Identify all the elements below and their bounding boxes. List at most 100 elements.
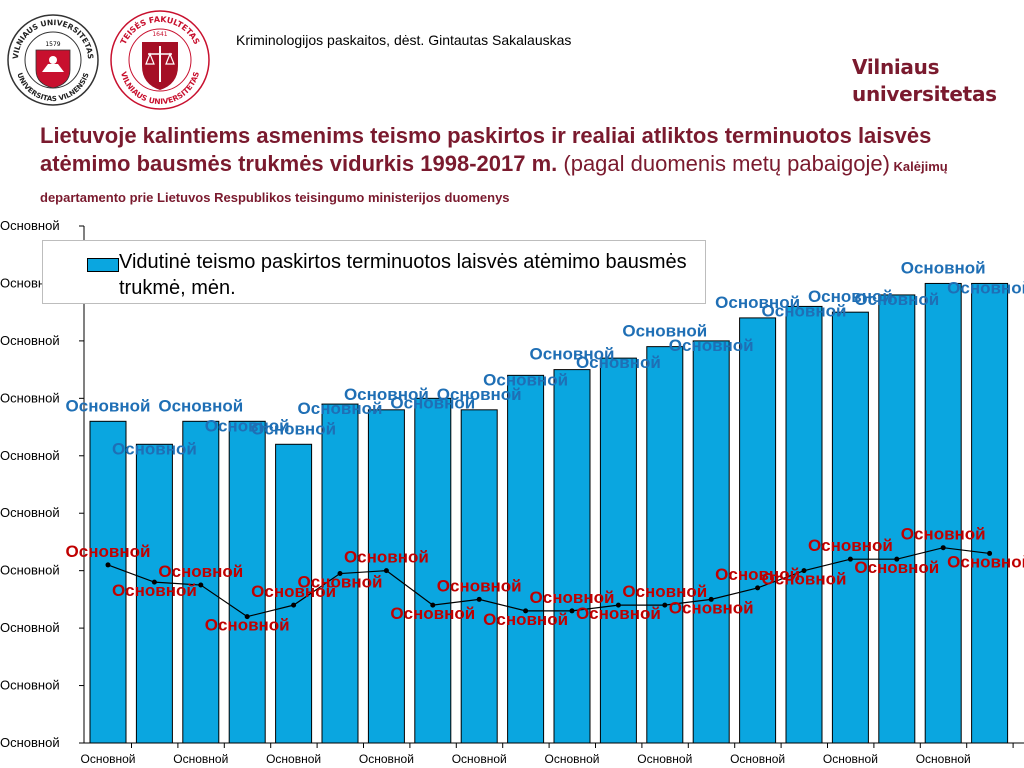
bar: [507, 374, 545, 744]
line-point: [151, 579, 157, 585]
bar-data-label: Основной: [530, 345, 615, 364]
combo-chart: ОсновнойОсновнойОсновнойОсновнойОсновной…: [0, 218, 1024, 766]
y-tick-label: Основной: [0, 448, 60, 463]
line-data-label: Основной: [158, 562, 243, 581]
legend-swatch-bar: [87, 258, 119, 272]
y-tick-label: Основной: [0, 735, 60, 750]
line-data-label: Основной: [483, 610, 568, 629]
bar-data-label: Основной: [669, 336, 754, 355]
line-data-label: Основной: [251, 582, 336, 601]
line-point: [755, 585, 761, 591]
bar-data-label: Основной: [762, 301, 847, 320]
line-point: [337, 571, 343, 577]
x-tick-label: Основной: [730, 752, 785, 766]
line-point: [894, 556, 900, 562]
line-point: [244, 614, 250, 620]
line-point: [801, 568, 807, 574]
bar: [646, 346, 684, 744]
bar: [182, 420, 220, 744]
bar: [739, 317, 777, 744]
x-tick-label: Основной: [266, 752, 321, 766]
line-data-label: Основной: [298, 573, 383, 592]
y-tick-label: Основной: [0, 505, 60, 520]
title-normal-part: (pagal duomenis metų pabaigoje): [557, 151, 890, 176]
bar: [924, 282, 962, 744]
line-point: [523, 608, 529, 614]
line-data-label: Основной: [947, 552, 1024, 571]
bar-data-label: Основной: [251, 419, 336, 438]
line-point: [383, 568, 389, 574]
line-point: [847, 556, 853, 562]
line-data-label: Основной: [530, 588, 615, 607]
line-data-label: Основной: [854, 558, 939, 577]
line-data-label: Основной: [344, 548, 429, 567]
bar: [135, 443, 173, 744]
title-bold-part: Lietuvoje kalintiems asmenims teismo pas…: [40, 123, 932, 176]
line-point: [430, 602, 436, 608]
bar-data-label: Основной: [483, 370, 568, 389]
line-data-label: Основной: [437, 576, 522, 595]
line-data-label: Основной: [901, 525, 986, 544]
bar-data-label: Основной: [344, 385, 429, 404]
vilnius-university-seal-logo: VILNIAUS UNIVERSITETAS UNIVERSITAS VILNE…: [7, 14, 99, 106]
bar: [367, 409, 405, 744]
bar: [878, 294, 916, 744]
bar: [275, 443, 313, 744]
line-point: [662, 602, 668, 608]
bar-data-label: Основной: [437, 385, 522, 404]
y-tick-label: Основной: [0, 620, 60, 635]
x-tick-label: Основной: [823, 752, 878, 766]
x-tick-label: Основной: [359, 752, 414, 766]
bar-data-label: Основной: [854, 290, 939, 309]
line-point: [291, 602, 297, 608]
bar-data-label: Основной: [808, 287, 893, 306]
line-point: [476, 596, 482, 602]
title-source: Kalėjimų departamento prie Lietuvos Resp…: [40, 159, 948, 205]
bar: [414, 397, 452, 744]
bar-data-label: Основной: [66, 396, 151, 415]
bar-data-label: Основной: [112, 439, 197, 458]
line-data-label: Основной: [112, 581, 197, 600]
x-tick-label: Основной: [452, 752, 507, 766]
bar: [553, 369, 591, 744]
vu-year: 1579: [45, 41, 60, 48]
y-tick-label: Основной: [0, 333, 60, 348]
y-tick-label: Основной: [0, 563, 60, 578]
legend-label: Vidutinė teismo paskirtos terminuotos la…: [119, 251, 687, 299]
slide-title: Lietuvoje kalintiems asmenims teismo pas…: [40, 122, 1020, 212]
y-tick-label: Основной: [0, 218, 60, 233]
bar: [460, 409, 498, 744]
line-point: [105, 562, 111, 568]
bar-data-label: Основной: [576, 353, 661, 372]
line-data-label: Основной: [762, 570, 847, 589]
line-point: [940, 545, 946, 551]
law-faculty-seal-logo: TEISĖS FAKULTETAS VILNIAUS UNIVERSITETAS…: [110, 10, 210, 110]
line-data-label: Основной: [205, 616, 290, 635]
bar: [89, 420, 127, 744]
bar-data-label: Основной: [901, 258, 986, 277]
x-tick-label: Основной: [916, 752, 971, 766]
line-data-label: Основной: [622, 582, 707, 601]
x-tick-label: Основной: [80, 752, 135, 766]
bar: [692, 340, 730, 744]
line-data-label: Основной: [66, 542, 151, 561]
line-data-label: Основной: [576, 604, 661, 623]
x-tick-label: Основной: [544, 752, 599, 766]
bar-data-label: Основной: [205, 416, 290, 435]
y-tick-label: Основной: [0, 678, 60, 693]
bar-data-label: Основной: [158, 396, 243, 415]
brand-line-1: Vilniaus: [852, 55, 940, 79]
bar-data-label: Основной: [298, 399, 383, 418]
brand-line-2: universitetas: [852, 82, 997, 106]
bar-data-label: Основной: [390, 393, 475, 412]
x-tick-label: Основной: [173, 752, 228, 766]
bar: [831, 311, 869, 744]
y-tick-label: Основной: [0, 390, 60, 405]
line-point: [569, 608, 575, 614]
line-point: [987, 550, 993, 556]
chart-legend: Vidutinė teismo paskirtos terminuotos la…: [42, 240, 706, 304]
tf-year: 1641: [152, 31, 167, 38]
lecture-caption: Kriminologijos paskaitos, dėst. Gintauta…: [236, 32, 572, 48]
bar: [228, 420, 266, 744]
line-data-label: Основной: [669, 598, 754, 617]
